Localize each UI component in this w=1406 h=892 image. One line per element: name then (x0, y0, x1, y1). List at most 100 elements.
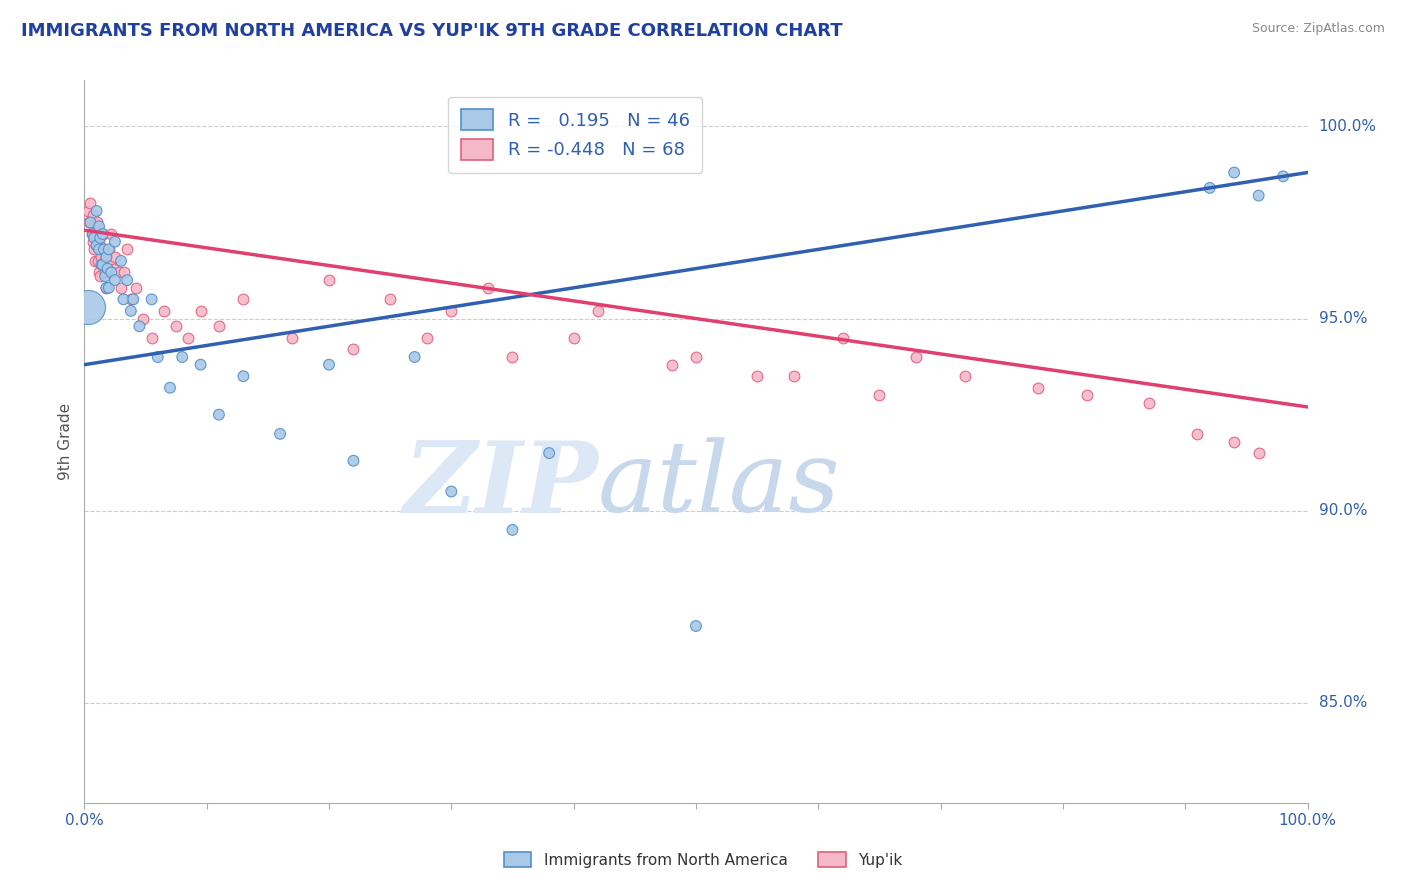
Text: 95.0%: 95.0% (1319, 311, 1367, 326)
Point (1187, 426, 1209, 441)
Point (783, 369, 806, 384)
Point (97, 243, 120, 257)
Point (82, 208, 104, 222)
Point (112, 265, 135, 279)
Point (281, 331, 304, 345)
Point (86, 203, 108, 218)
Point (1223, 165, 1246, 179)
Point (103, 261, 125, 276)
Point (869, 388, 891, 402)
Point (1198, 181, 1220, 195)
Text: 90.0%: 90.0% (1319, 503, 1367, 518)
Point (208, 408, 231, 422)
Point (141, 331, 163, 345)
Point (502, 350, 524, 364)
Point (83, 243, 105, 257)
Point (112, 293, 135, 307)
Point (91, 227, 114, 241)
Point (77, 203, 100, 218)
Point (190, 358, 212, 372)
Point (318, 358, 340, 372)
Point (380, 293, 402, 307)
Point (404, 350, 426, 364)
Point (80, 227, 103, 241)
Point (661, 358, 683, 372)
Point (104, 235, 127, 249)
Point (586, 304, 609, 318)
Point (440, 484, 463, 499)
Legend: Immigrants from North America, Yup'ik: Immigrants from North America, Yup'ik (498, 846, 908, 873)
Point (120, 293, 142, 307)
Point (416, 331, 439, 345)
Point (98, 258, 121, 272)
Point (100, 265, 122, 279)
Point (91, 258, 114, 272)
Point (125, 281, 148, 295)
Point (93, 243, 115, 257)
Point (269, 426, 291, 441)
Text: IMMIGRANTS FROM NORTH AMERICA VS YUP'IK 9TH GRADE CORRELATION CHART: IMMIGRANTS FROM NORTH AMERICA VS YUP'IK … (21, 22, 842, 40)
Point (110, 281, 132, 295)
Point (107, 265, 129, 279)
Point (165, 319, 187, 334)
Point (1137, 396, 1160, 410)
Point (110, 254, 132, 268)
Point (177, 331, 200, 345)
Point (96, 281, 118, 295)
Point (747, 369, 769, 384)
Point (87, 265, 110, 279)
Text: ZIP: ZIP (404, 437, 598, 533)
Point (953, 369, 976, 384)
Point (159, 381, 181, 395)
Point (141, 293, 163, 307)
Point (96, 250, 118, 264)
Point (232, 369, 254, 384)
Text: Source: ZipAtlas.com: Source: ZipAtlas.com (1251, 22, 1385, 36)
Point (122, 293, 145, 307)
Point (190, 304, 212, 318)
Point (1272, 169, 1295, 184)
Point (318, 273, 340, 287)
Point (90, 258, 112, 272)
Point (120, 304, 142, 318)
Point (77, 215, 100, 229)
Point (97, 281, 120, 295)
Point (96, 281, 118, 295)
Point (104, 250, 127, 264)
Point (128, 319, 150, 334)
Text: atlas: atlas (598, 437, 841, 533)
Point (562, 331, 585, 345)
Point (84, 254, 107, 268)
Point (153, 304, 176, 318)
Point (87, 219, 110, 234)
Point (94, 265, 117, 279)
Point (79, 215, 101, 229)
Text: 85.0%: 85.0% (1319, 696, 1367, 710)
Point (685, 619, 707, 633)
Point (89, 269, 111, 284)
Point (86, 238, 108, 252)
Point (831, 331, 853, 345)
Point (115, 243, 138, 257)
Point (93, 243, 115, 257)
Point (94, 269, 117, 284)
Point (1223, 434, 1246, 449)
Point (89, 231, 111, 245)
Point (172, 350, 194, 364)
Point (342, 454, 364, 468)
Point (79, 196, 101, 211)
Point (1247, 188, 1270, 202)
Point (83, 231, 105, 245)
Point (905, 350, 928, 364)
Point (115, 273, 138, 287)
Point (77, 300, 100, 314)
Point (87, 235, 110, 249)
Point (87, 254, 110, 268)
Point (87, 243, 110, 257)
Point (97, 261, 120, 276)
Point (1247, 446, 1270, 460)
Point (104, 273, 127, 287)
Point (82, 227, 104, 241)
Point (1076, 388, 1098, 402)
Point (342, 343, 364, 357)
